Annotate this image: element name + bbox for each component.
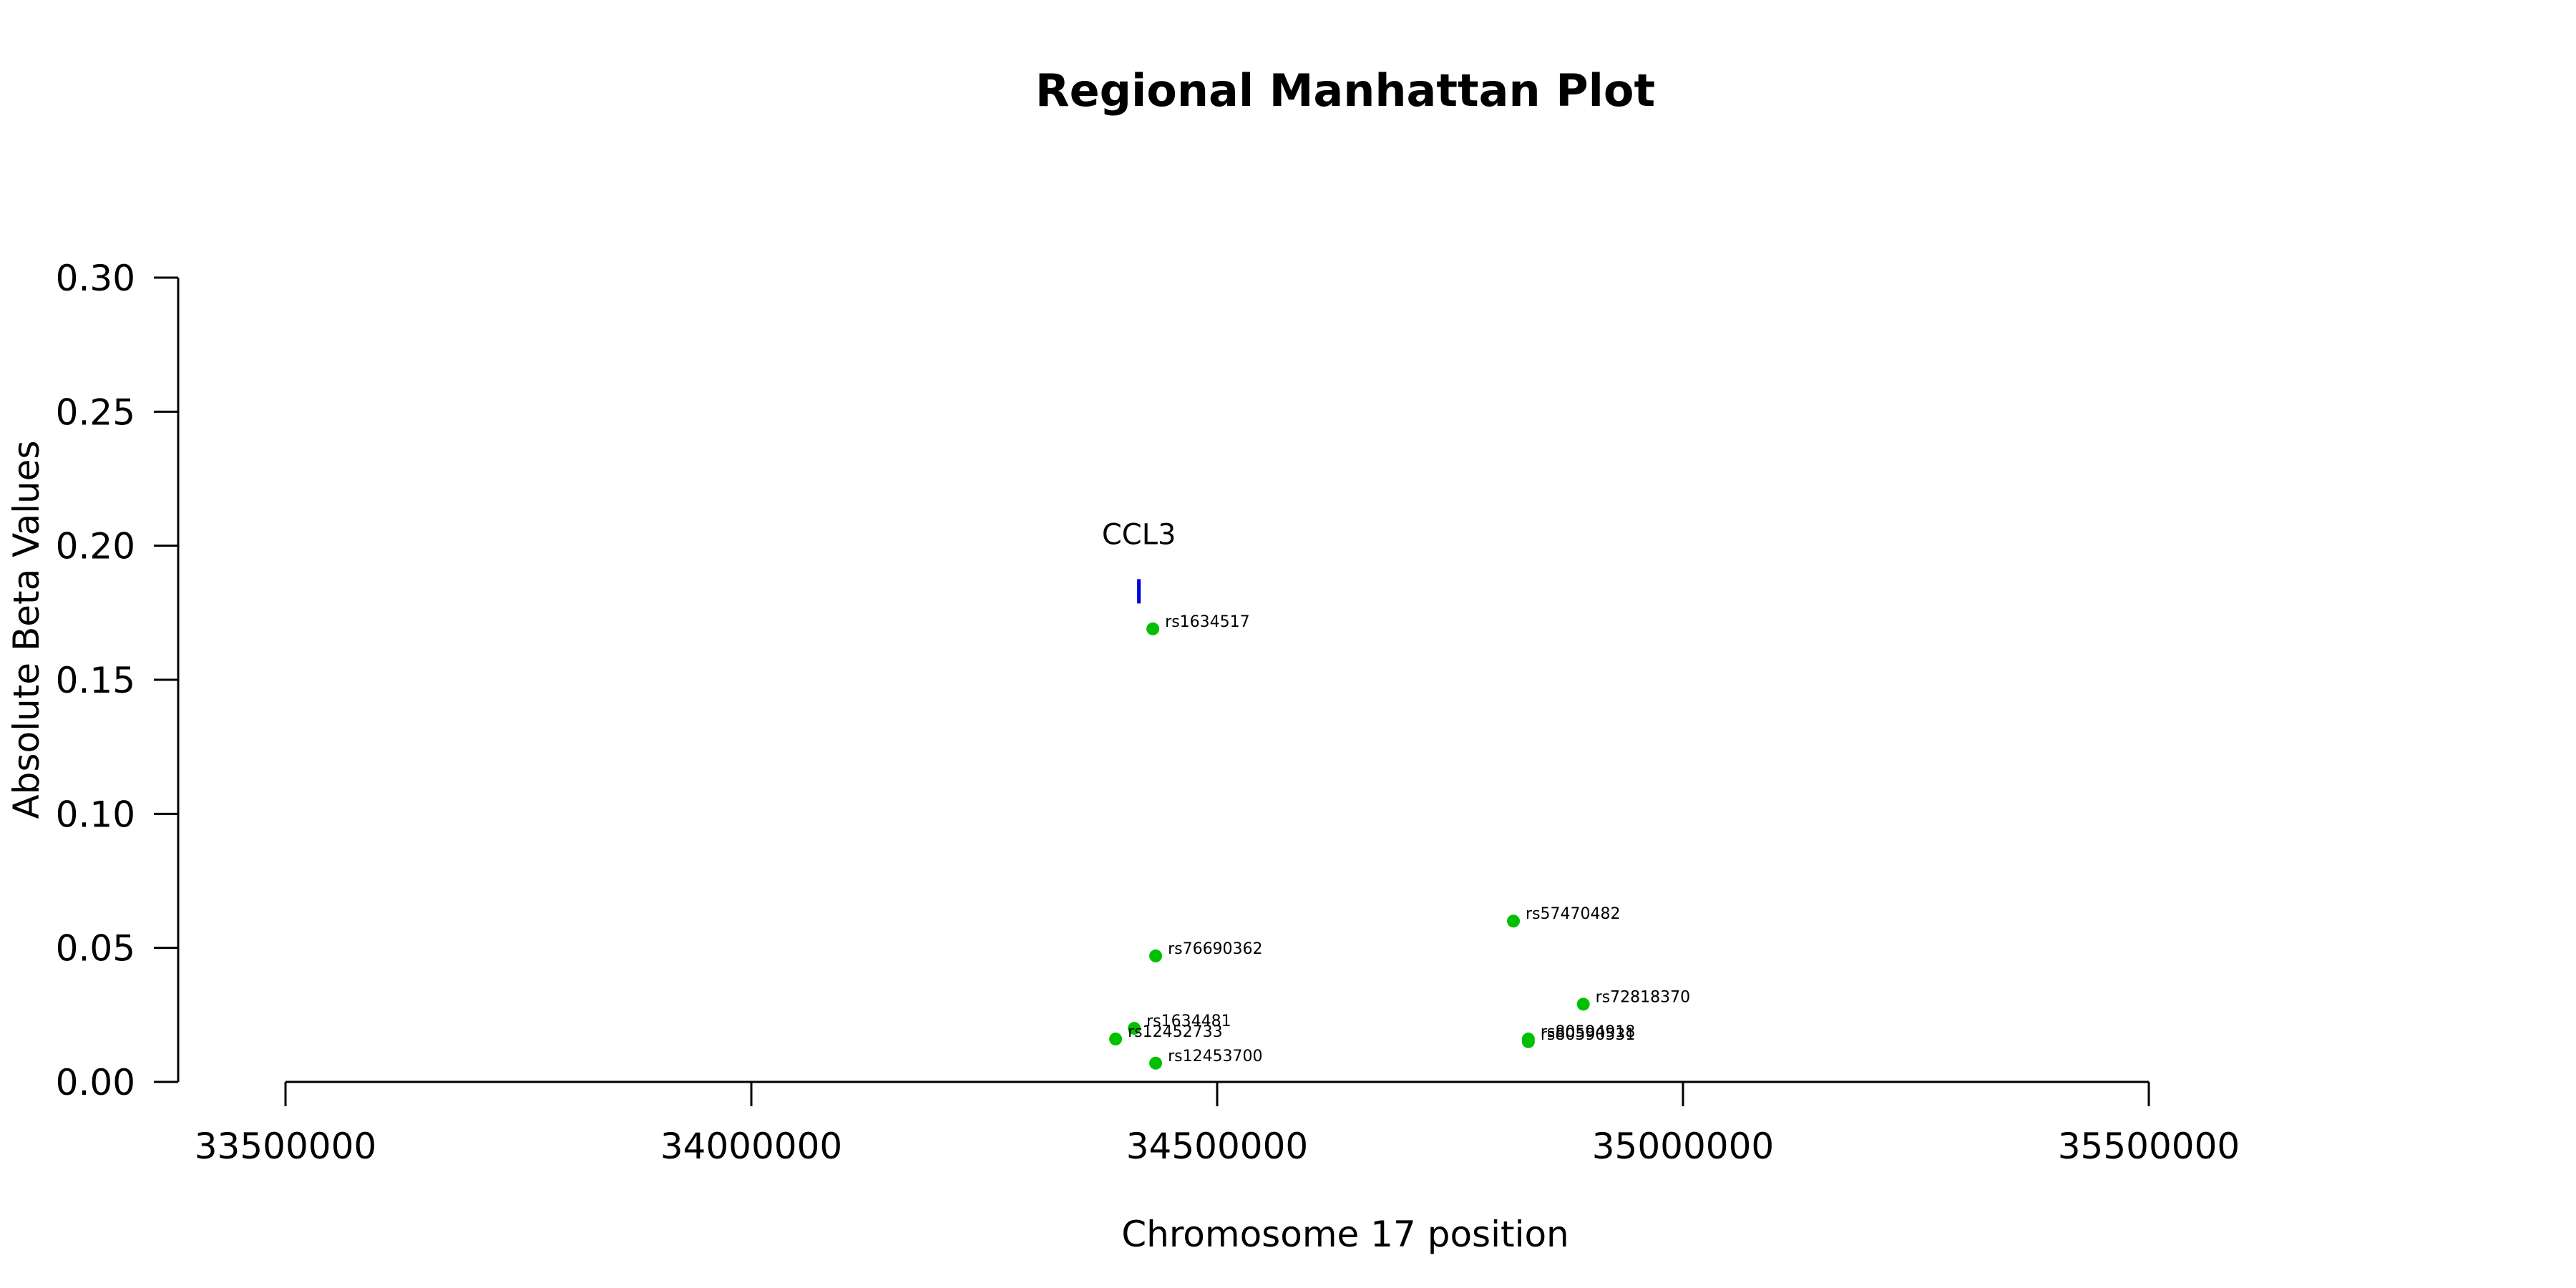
snp-label: rs80590531 [1541, 1026, 1635, 1044]
x-tick-label: 35000000 [1592, 1126, 1775, 1167]
y-tick-label: 0.30 [56, 258, 135, 299]
snp-point [1149, 949, 1163, 962]
snp-label: rs1634481 [1146, 1013, 1231, 1030]
snp-label: rs72818370 [1596, 988, 1690, 1006]
snp-point [1149, 1056, 1163, 1070]
snp-label: rs1634517 [1165, 613, 1250, 631]
gene-bar [1137, 579, 1141, 604]
snp-point [1507, 914, 1521, 928]
y-tick-label: 0.10 [56, 794, 135, 835]
chart-title: Regional Manhattan Plot [1035, 64, 1655, 117]
x-tick-label: 34000000 [660, 1126, 843, 1167]
snp-label: rs76690362 [1168, 940, 1262, 958]
x-tick-label: 34500000 [1126, 1126, 1309, 1167]
snp-point [1146, 622, 1160, 635]
y-tick-label: 0.05 [56, 928, 135, 970]
x-tick-label: 33500000 [195, 1126, 377, 1167]
y-axis-label: Absolute Beta Values [6, 441, 47, 819]
snp-point [1109, 1033, 1123, 1046]
y-tick-label: 0.15 [56, 660, 135, 701]
snp-point [1128, 1022, 1141, 1035]
gene-track: CCL3 [1102, 518, 1176, 604]
y-axis: 0.00 0.05 0.10 0.15 0.20 0.25 0.30 [56, 258, 180, 1103]
snp-point [1521, 1035, 1535, 1048]
snp-label: rs57470482 [1526, 905, 1620, 923]
x-axis: 33500000 34000000 34500000 35000000 35500000 [195, 1080, 2240, 1167]
snp-label: rs80594918 [1541, 1023, 1635, 1041]
y-tick-label: 0.00 [56, 1062, 135, 1103]
y-tick-label: 0.25 [56, 391, 135, 433]
snp-label: rs12453700 [1168, 1048, 1262, 1065]
snp-point [1576, 997, 1590, 1011]
y-tick-label: 0.20 [56, 526, 135, 567]
x-tick-label: 35500000 [2058, 1126, 2240, 1167]
gene-label: CCL3 [1102, 518, 1176, 551]
x-axis-label: Chromosome 17 position [1121, 1214, 1569, 1255]
snp-label: rs12452733 [1128, 1023, 1222, 1041]
snp-points: rs1634517 rs57470482 rs76690362 rs72818370 r… [1109, 613, 1690, 1070]
